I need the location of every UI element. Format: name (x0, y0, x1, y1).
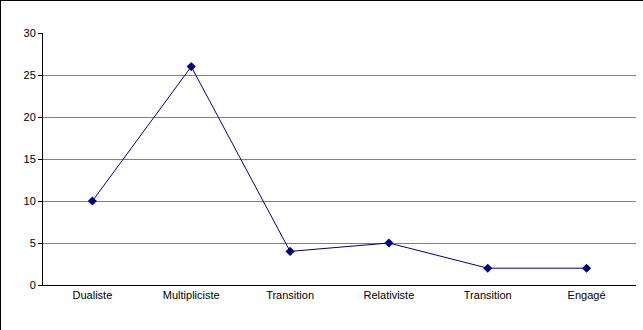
svg-text:20: 20 (24, 111, 36, 123)
svg-text:Transition: Transition (464, 289, 512, 301)
svg-text:Engagé: Engagé (568, 289, 606, 301)
svg-text:0: 0 (30, 279, 36, 291)
svg-text:15: 15 (24, 153, 36, 165)
svg-text:Dualiste: Dualiste (73, 289, 113, 301)
svg-text:25: 25 (24, 69, 36, 81)
svg-text:Multipliciste: Multipliciste (163, 289, 220, 301)
svg-text:Relativiste: Relativiste (364, 289, 415, 301)
svg-text:10: 10 (24, 195, 36, 207)
svg-text:5: 5 (30, 237, 36, 249)
svg-text:Transition: Transition (266, 289, 314, 301)
svg-text:30: 30 (24, 27, 36, 39)
